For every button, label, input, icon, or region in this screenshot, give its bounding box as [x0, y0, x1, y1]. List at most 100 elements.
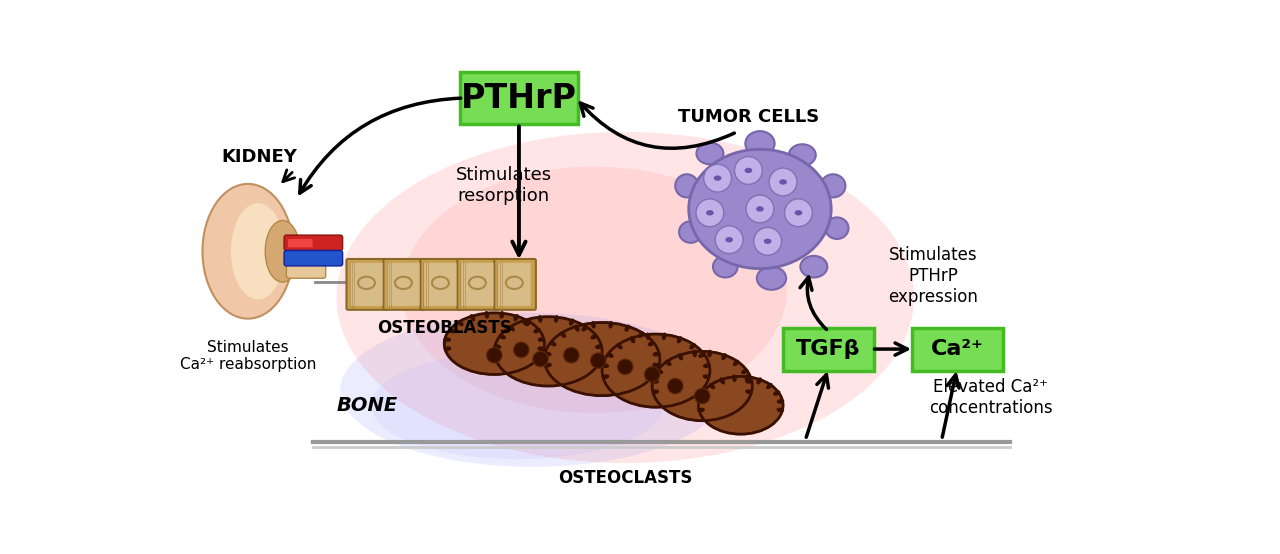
Ellipse shape: [202, 184, 293, 319]
FancyBboxPatch shape: [284, 235, 343, 250]
Ellipse shape: [652, 351, 753, 420]
Text: Stimulates
resorption: Stimulates resorption: [456, 166, 552, 205]
Ellipse shape: [371, 351, 664, 459]
Ellipse shape: [696, 143, 723, 165]
Ellipse shape: [602, 334, 710, 407]
Ellipse shape: [703, 375, 710, 379]
Ellipse shape: [707, 210, 714, 216]
Ellipse shape: [538, 315, 543, 322]
Circle shape: [668, 378, 684, 394]
FancyBboxPatch shape: [287, 238, 325, 259]
FancyBboxPatch shape: [911, 327, 1002, 371]
Ellipse shape: [676, 175, 699, 197]
Circle shape: [617, 359, 632, 375]
Ellipse shape: [607, 352, 613, 358]
Ellipse shape: [499, 334, 506, 340]
Ellipse shape: [777, 399, 785, 404]
Ellipse shape: [800, 256, 827, 278]
Ellipse shape: [506, 276, 522, 289]
Ellipse shape: [653, 352, 660, 356]
Ellipse shape: [554, 315, 558, 322]
FancyBboxPatch shape: [460, 72, 579, 124]
Text: Stimulates
PTHrP
expression: Stimulates PTHrP expression: [888, 246, 978, 306]
Ellipse shape: [448, 328, 456, 334]
Ellipse shape: [726, 237, 733, 243]
FancyBboxPatch shape: [351, 263, 383, 306]
Ellipse shape: [457, 320, 463, 326]
Ellipse shape: [645, 332, 650, 340]
Text: TUMOR CELLS: TUMOR CELLS: [678, 107, 819, 126]
Ellipse shape: [470, 314, 475, 321]
FancyBboxPatch shape: [461, 263, 494, 306]
Text: Stimulates
Ca²⁺ reabsorption: Stimulates Ca²⁺ reabsorption: [179, 340, 316, 372]
Ellipse shape: [443, 337, 451, 342]
FancyBboxPatch shape: [287, 257, 325, 278]
Text: OSTEOCLASTS: OSTEOCLASTS: [558, 469, 692, 488]
Circle shape: [735, 157, 763, 184]
Circle shape: [785, 199, 813, 227]
Ellipse shape: [666, 360, 672, 366]
Circle shape: [704, 165, 731, 192]
Circle shape: [590, 353, 605, 368]
Ellipse shape: [780, 179, 787, 184]
Ellipse shape: [764, 239, 772, 244]
Ellipse shape: [719, 377, 724, 384]
Ellipse shape: [756, 377, 762, 384]
Circle shape: [563, 347, 579, 363]
Text: OSTEOBLASTS: OSTEOBLASTS: [376, 319, 512, 337]
Ellipse shape: [444, 313, 544, 375]
Ellipse shape: [396, 276, 412, 289]
Circle shape: [532, 351, 548, 367]
FancyBboxPatch shape: [424, 263, 457, 306]
Ellipse shape: [773, 391, 781, 396]
Ellipse shape: [468, 276, 486, 289]
Ellipse shape: [701, 391, 708, 396]
Ellipse shape: [745, 379, 753, 384]
Ellipse shape: [431, 276, 449, 289]
Ellipse shape: [595, 345, 603, 349]
Ellipse shape: [544, 352, 552, 356]
Ellipse shape: [358, 276, 375, 289]
Circle shape: [716, 226, 742, 254]
Ellipse shape: [699, 352, 705, 358]
Ellipse shape: [698, 399, 705, 404]
Ellipse shape: [525, 320, 531, 326]
Ellipse shape: [677, 336, 682, 343]
Text: TGFβ: TGFβ: [796, 339, 860, 359]
Ellipse shape: [625, 325, 630, 332]
Ellipse shape: [616, 343, 622, 350]
Ellipse shape: [559, 331, 566, 338]
Ellipse shape: [826, 217, 849, 239]
Ellipse shape: [648, 341, 655, 346]
FancyBboxPatch shape: [420, 259, 462, 310]
Ellipse shape: [703, 363, 710, 368]
Ellipse shape: [653, 363, 660, 367]
Ellipse shape: [630, 336, 635, 343]
Ellipse shape: [494, 345, 502, 349]
Text: BONE: BONE: [337, 396, 398, 415]
Ellipse shape: [340, 313, 726, 467]
Text: PTHrP: PTHrP: [461, 81, 577, 115]
Ellipse shape: [581, 325, 588, 331]
Ellipse shape: [745, 131, 774, 156]
Ellipse shape: [741, 369, 749, 374]
Ellipse shape: [534, 328, 540, 334]
Circle shape: [696, 199, 723, 227]
Ellipse shape: [508, 325, 515, 331]
Circle shape: [754, 227, 782, 255]
Ellipse shape: [494, 317, 602, 386]
FancyBboxPatch shape: [347, 259, 388, 310]
Ellipse shape: [652, 389, 659, 394]
Ellipse shape: [544, 363, 552, 367]
Ellipse shape: [677, 353, 684, 360]
Ellipse shape: [732, 375, 737, 382]
Circle shape: [644, 367, 660, 382]
Ellipse shape: [637, 331, 644, 338]
Ellipse shape: [714, 176, 722, 181]
Circle shape: [695, 388, 710, 404]
FancyBboxPatch shape: [284, 250, 343, 266]
Ellipse shape: [767, 383, 773, 389]
Ellipse shape: [602, 363, 609, 368]
FancyBboxPatch shape: [498, 263, 530, 306]
Ellipse shape: [745, 389, 753, 394]
